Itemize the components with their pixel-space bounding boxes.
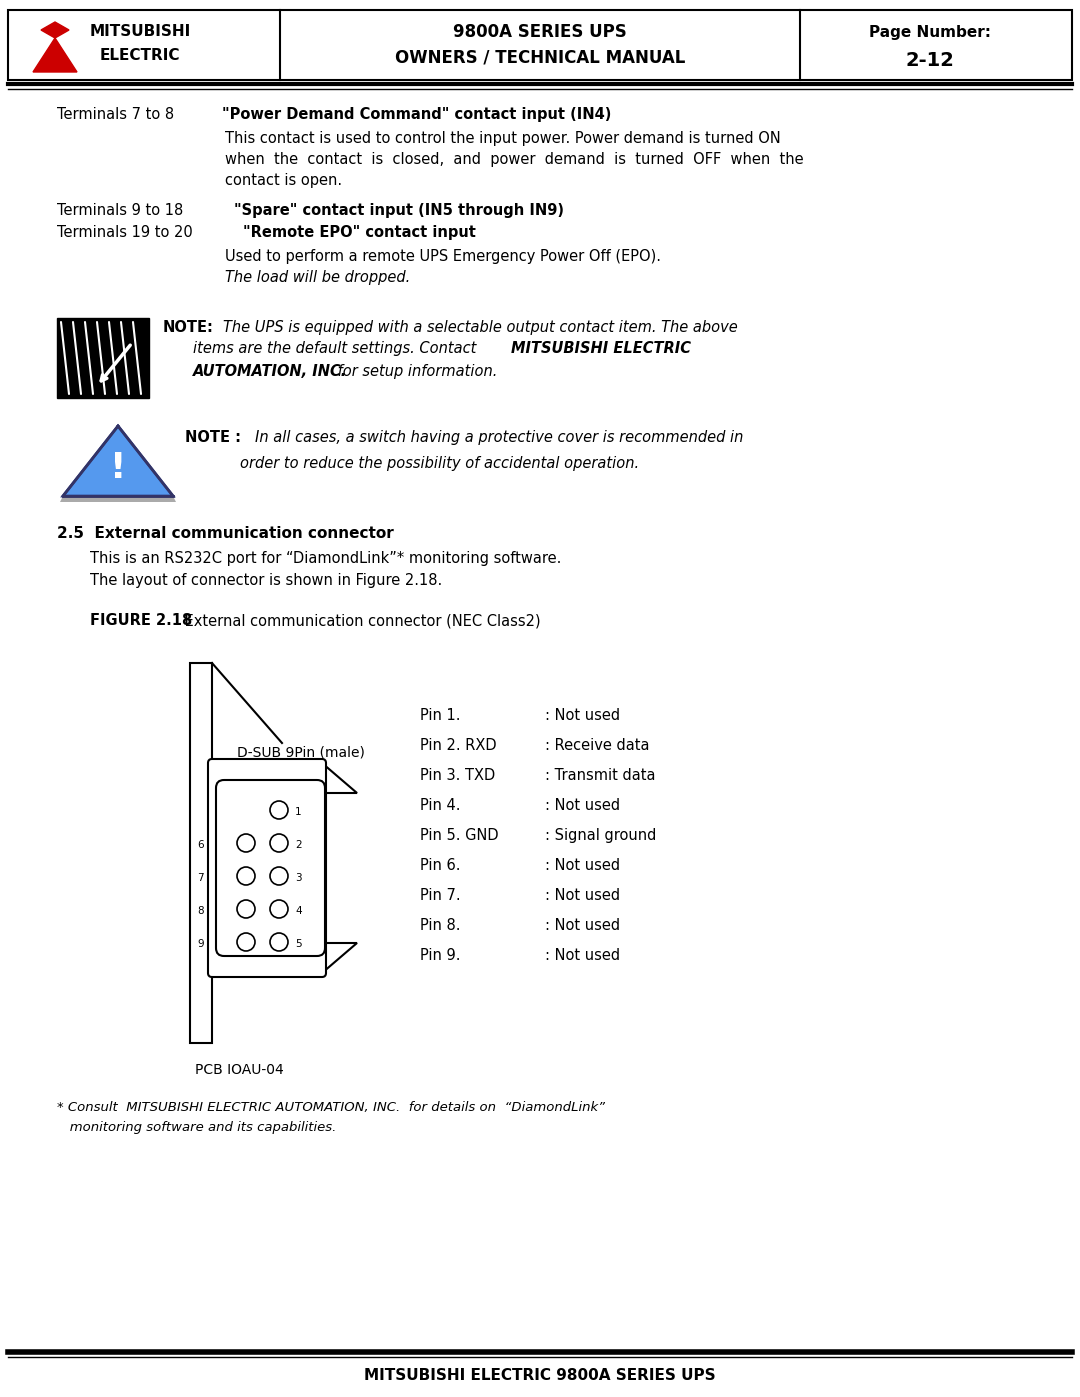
Text: 6: 6 bbox=[198, 840, 204, 849]
Text: "Spare" contact input (IN5 through IN9): "Spare" contact input (IN5 through IN9) bbox=[234, 203, 564, 218]
Polygon shape bbox=[63, 426, 173, 496]
Polygon shape bbox=[212, 943, 357, 972]
Text: Pin 4.: Pin 4. bbox=[420, 798, 460, 813]
Text: ELECTRIC: ELECTRIC bbox=[99, 47, 180, 63]
Circle shape bbox=[270, 834, 288, 852]
Text: Pin 7.: Pin 7. bbox=[420, 888, 461, 902]
Text: 4: 4 bbox=[295, 907, 301, 916]
Text: MITSUBISHI ELECTRIC 9800A SERIES UPS: MITSUBISHI ELECTRIC 9800A SERIES UPS bbox=[364, 1369, 716, 1383]
Text: monitoring software and its capabilities.: monitoring software and its capabilities… bbox=[57, 1120, 336, 1134]
Text: : Not used: : Not used bbox=[545, 798, 620, 813]
Text: NOTE:: NOTE: bbox=[163, 320, 214, 335]
Text: Terminals 19 to 20: Terminals 19 to 20 bbox=[57, 225, 192, 240]
Text: Terminals 9 to 18: Terminals 9 to 18 bbox=[57, 203, 184, 218]
Text: D-SUB 9Pin (male): D-SUB 9Pin (male) bbox=[237, 745, 365, 759]
Text: : Not used: : Not used bbox=[545, 708, 620, 724]
Circle shape bbox=[270, 800, 288, 819]
Text: AUTOMATION, INC.: AUTOMATION, INC. bbox=[193, 365, 348, 379]
Text: Pin 3. TXD: Pin 3. TXD bbox=[420, 768, 496, 782]
Text: Terminals 7 to 8: Terminals 7 to 8 bbox=[57, 108, 174, 122]
Circle shape bbox=[270, 868, 288, 886]
Polygon shape bbox=[41, 22, 69, 38]
Text: when  the  contact  is  closed,  and  power  demand  is  turned  OFF  when  the: when the contact is closed, and power de… bbox=[225, 152, 804, 168]
Text: 9: 9 bbox=[198, 939, 204, 949]
Text: 2.5  External communication connector: 2.5 External communication connector bbox=[57, 527, 394, 541]
Text: Pin 5. GND: Pin 5. GND bbox=[420, 828, 499, 842]
Text: FIGURE 2.18: FIGURE 2.18 bbox=[90, 613, 192, 629]
Text: : Not used: : Not used bbox=[545, 918, 620, 933]
Text: PCB IOAU-04: PCB IOAU-04 bbox=[195, 1063, 284, 1077]
Text: 7: 7 bbox=[198, 873, 204, 883]
Text: Pin 1.: Pin 1. bbox=[420, 708, 460, 724]
Text: : Not used: : Not used bbox=[545, 888, 620, 902]
Text: 1: 1 bbox=[295, 807, 301, 817]
Text: "Power Demand Command" contact input (IN4): "Power Demand Command" contact input (IN… bbox=[222, 108, 611, 122]
Text: : Not used: : Not used bbox=[545, 949, 620, 963]
Circle shape bbox=[237, 868, 255, 886]
Text: : Receive data: : Receive data bbox=[545, 738, 649, 753]
Text: "Remote EPO" contact input: "Remote EPO" contact input bbox=[243, 225, 476, 240]
Text: NOTE :: NOTE : bbox=[185, 430, 241, 446]
Text: 2: 2 bbox=[295, 840, 301, 849]
Bar bbox=[57, 319, 149, 398]
Circle shape bbox=[237, 834, 255, 852]
Text: This contact is used to control the input power. Power demand is turned ON: This contact is used to control the inpu… bbox=[225, 131, 781, 147]
Bar bbox=[8, 10, 1072, 80]
Text: : Not used: : Not used bbox=[545, 858, 620, 873]
Text: MITSUBISHI: MITSUBISHI bbox=[90, 25, 191, 39]
Text: 5: 5 bbox=[295, 939, 301, 949]
Text: This is an RS232C port for “DiamondLink”* monitoring software.: This is an RS232C port for “DiamondLink”… bbox=[90, 550, 562, 566]
Polygon shape bbox=[60, 496, 176, 502]
Text: : Signal ground: : Signal ground bbox=[545, 828, 657, 842]
Circle shape bbox=[270, 933, 288, 951]
Text: The UPS is equipped with a selectable output contact item. The above: The UPS is equipped with a selectable ou… bbox=[222, 320, 738, 335]
Polygon shape bbox=[212, 763, 357, 793]
Text: contact is open.: contact is open. bbox=[225, 173, 342, 189]
Text: 8: 8 bbox=[198, 907, 204, 916]
Text: Pin 6.: Pin 6. bbox=[420, 858, 460, 873]
Text: The load will be dropped.: The load will be dropped. bbox=[225, 270, 410, 285]
Polygon shape bbox=[33, 38, 77, 73]
Text: Pin 9.: Pin 9. bbox=[420, 949, 460, 963]
Text: In all cases, a switch having a protective cover is recommended in: In all cases, a switch having a protecti… bbox=[255, 430, 743, 446]
Text: External communication connector (NEC Class2): External communication connector (NEC Cl… bbox=[180, 613, 541, 629]
Text: 2-12: 2-12 bbox=[905, 50, 955, 70]
Text: Pin 8.: Pin 8. bbox=[420, 918, 460, 933]
Text: items are the default settings. Contact: items are the default settings. Contact bbox=[193, 341, 481, 356]
Circle shape bbox=[237, 933, 255, 951]
Text: 9800A SERIES UPS: 9800A SERIES UPS bbox=[454, 22, 626, 41]
Bar bbox=[190, 664, 212, 1044]
Text: MITSUBISHI ELECTRIC: MITSUBISHI ELECTRIC bbox=[511, 341, 691, 356]
Text: 3: 3 bbox=[295, 873, 301, 883]
Text: The layout of connector is shown in Figure 2.18.: The layout of connector is shown in Figu… bbox=[90, 573, 442, 588]
Circle shape bbox=[237, 900, 255, 918]
Text: order to reduce the possibility of accidental operation.: order to reduce the possibility of accid… bbox=[240, 455, 639, 471]
Text: OWNERS / TECHNICAL MANUAL: OWNERS / TECHNICAL MANUAL bbox=[395, 49, 685, 67]
FancyBboxPatch shape bbox=[216, 780, 325, 956]
Text: Page Number:: Page Number: bbox=[869, 25, 991, 39]
Text: Pin 2. RXD: Pin 2. RXD bbox=[420, 738, 497, 753]
Circle shape bbox=[270, 900, 288, 918]
Text: !: ! bbox=[110, 451, 126, 485]
Text: * Consult  MITSUBISHI ELECTRIC AUTOMATION, INC.  for details on  “DiamondLink”: * Consult MITSUBISHI ELECTRIC AUTOMATION… bbox=[57, 1101, 605, 1113]
Text: : Transmit data: : Transmit data bbox=[545, 768, 656, 782]
FancyBboxPatch shape bbox=[208, 759, 326, 977]
Text: Used to perform a remote UPS Emergency Power Off (EPO).: Used to perform a remote UPS Emergency P… bbox=[225, 249, 661, 264]
Text: for setup information.: for setup information. bbox=[333, 365, 498, 379]
